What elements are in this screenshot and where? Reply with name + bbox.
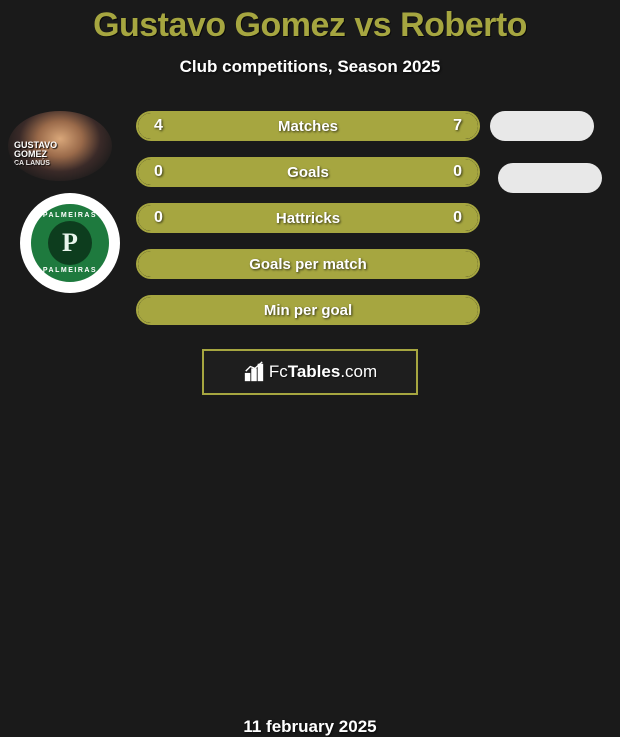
stat-label: Matches bbox=[138, 118, 478, 135]
player2-club-badge: PALMEIRAS P PALMEIRAS bbox=[20, 193, 120, 293]
badge-ring-bottom: PALMEIRAS bbox=[34, 267, 106, 274]
stat-label: Min per goal bbox=[138, 302, 478, 319]
stat-row: 00Hattricks bbox=[136, 203, 480, 233]
stat-bars: 47Matches 00Goals 00Hattricks Goals per mat… bbox=[136, 111, 480, 341]
badge-inner: PALMEIRAS P PALMEIRAS bbox=[31, 204, 109, 282]
player1-name-line2: GOMEZ bbox=[14, 150, 57, 159]
badge-monogram: P bbox=[48, 221, 92, 265]
date-label: 11 february 2025 bbox=[0, 717, 620, 737]
stat-row: 00Goals bbox=[136, 157, 480, 187]
player1-avatar-label: GUSTAVO GOMEZ CA LANÚS bbox=[14, 141, 57, 167]
stat-row: 47Matches bbox=[136, 111, 480, 141]
page-title: Gustavo Gomez vs Roberto bbox=[0, 0, 620, 45]
fctables-logo[interactable]: FcTables.com bbox=[202, 349, 418, 395]
player1-avatar: GUSTAVO GOMEZ CA LANÚS bbox=[8, 111, 112, 181]
logo-text: FcTables.com bbox=[269, 362, 377, 382]
side-pill-1 bbox=[490, 111, 594, 141]
player1-team: CA LANÚS bbox=[14, 160, 57, 167]
logo-fc: Fc bbox=[269, 362, 288, 381]
subtitle: Club competitions, Season 2025 bbox=[0, 57, 620, 77]
stat-row: Goals per match bbox=[136, 249, 480, 279]
chart-icon bbox=[243, 361, 265, 383]
logo-tables: Tables bbox=[288, 362, 341, 381]
stat-label: Goals bbox=[138, 164, 478, 181]
badge-ring-top: PALMEIRAS bbox=[34, 212, 106, 219]
logo-com: .com bbox=[340, 362, 377, 381]
stat-row: Min per goal bbox=[136, 295, 480, 325]
comparison-panel: GUSTAVO GOMEZ CA LANÚS PALMEIRAS P PALME… bbox=[0, 105, 620, 405]
stat-label: Goals per match bbox=[138, 256, 478, 273]
stat-label: Hattricks bbox=[138, 210, 478, 227]
side-pill-2 bbox=[498, 163, 602, 193]
